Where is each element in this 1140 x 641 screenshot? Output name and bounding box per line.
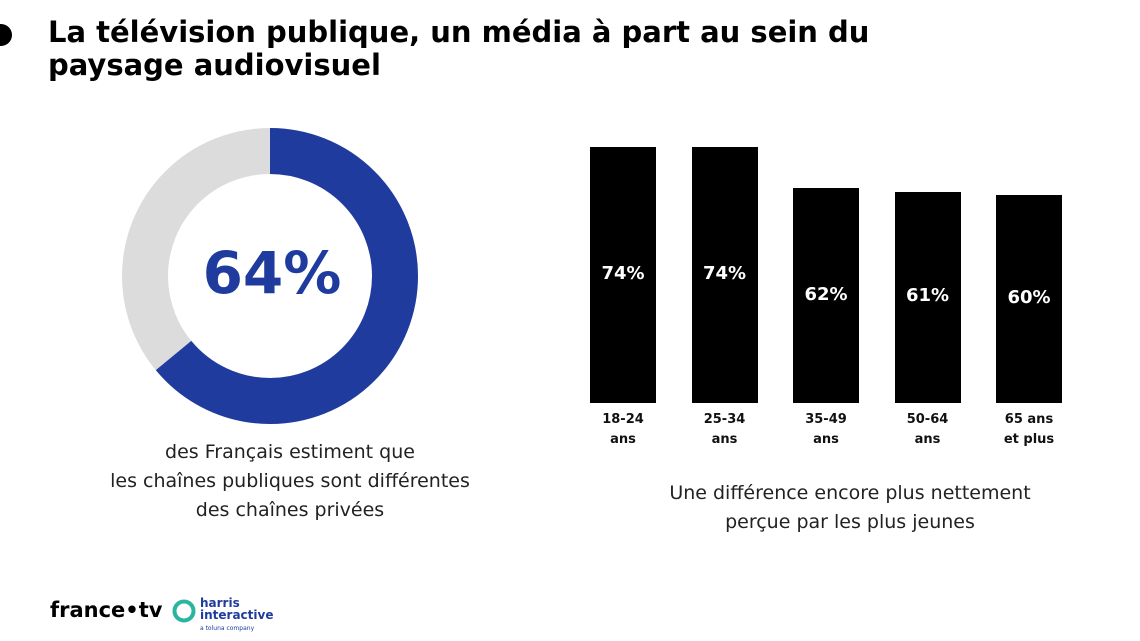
bar (996, 195, 1062, 403)
brand-logo: france•tv (50, 598, 163, 622)
bar-value-label: 74% (702, 262, 747, 284)
donut-caption: des Français estiment que les chaînes pub… (40, 438, 540, 525)
x-tick-label: 65 ans et plus (1003, 412, 1055, 447)
bar (590, 146, 656, 403)
bar-caption-line: perçue par les plus jeunes (725, 511, 975, 533)
donut-caption-line: les chaînes publiques sont différentes (110, 470, 470, 492)
slide-title: La télévision publique, un média à part … (48, 15, 870, 82)
donut-caption-line: des Français estiment que (165, 441, 415, 463)
bullet (0, 24, 12, 46)
bar-value-label: 60% (1007, 287, 1051, 309)
x-tick-label: 18-24 ans (602, 412, 644, 447)
partner-tagline: a toluna company (200, 625, 255, 632)
donut-value-label: 64% (203, 239, 342, 307)
bar (793, 188, 859, 403)
x-tick-label: 35-49 ans (805, 412, 847, 447)
x-tick-label: 25-34 ans (703, 412, 746, 447)
donut-chart: 64% (122, 128, 418, 424)
bar-value-label: 62% (804, 283, 848, 305)
bar-value-label: 74% (601, 262, 645, 284)
bar-caption-line: Une différence encore plus nettement (669, 482, 1031, 504)
x-tick-label: 50-64 ans (906, 412, 949, 447)
partner-logo: harris interactive (200, 596, 274, 622)
bar-value-label: 61% (905, 285, 950, 307)
bar-caption: Une différence encore plus nettement perç… (580, 479, 1120, 537)
donut-segment (122, 128, 418, 424)
partner-icon (172, 599, 196, 623)
bar (894, 191, 961, 403)
donut-caption-line: des chaînes privées (195, 499, 385, 521)
bar (691, 146, 758, 403)
